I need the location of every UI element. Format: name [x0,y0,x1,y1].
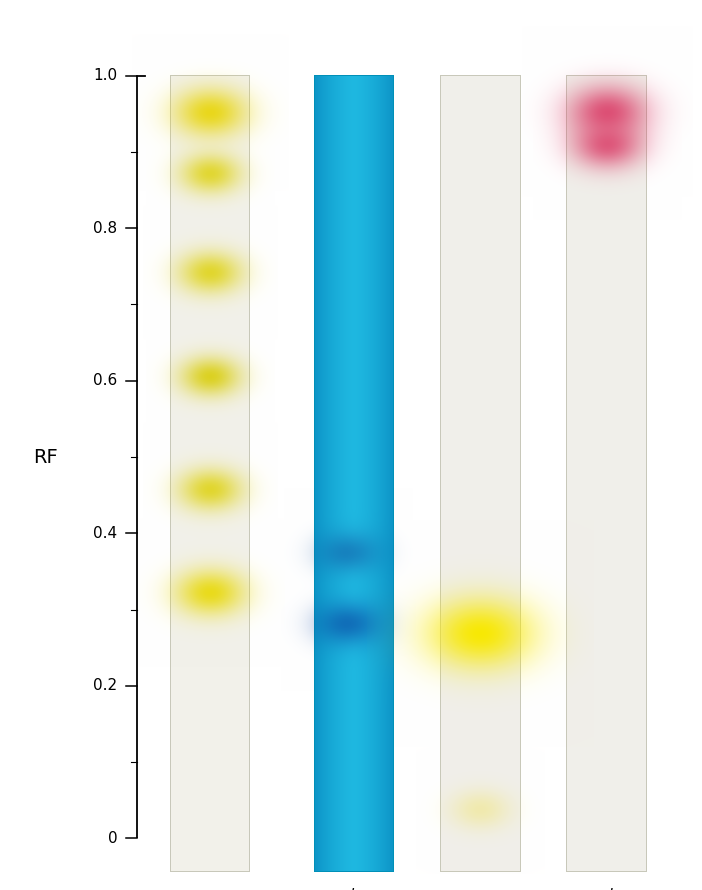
Text: c: c [477,888,485,890]
Text: a: a [206,888,216,890]
Text: 0.8: 0.8 [93,221,117,236]
Text: RF: RF [33,448,58,466]
Text: b: b [350,888,359,890]
Text: 0.4: 0.4 [93,526,117,541]
Text: 0.6: 0.6 [93,373,117,388]
Text: 0: 0 [107,831,117,845]
Text: 0.2: 0.2 [93,678,117,693]
Text: 1.0: 1.0 [93,69,117,83]
Text: d: d [602,888,612,890]
